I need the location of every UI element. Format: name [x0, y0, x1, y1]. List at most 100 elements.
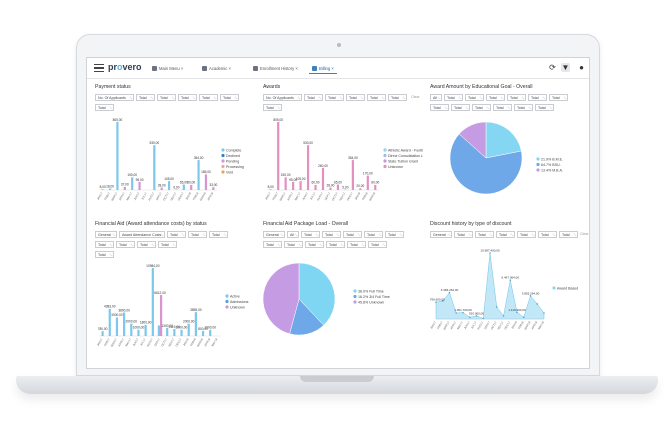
filter-select[interactable]: Total — [493, 104, 512, 111]
filter-select[interactable]: Total — [368, 241, 387, 248]
area-series — [435, 252, 545, 320]
filter-select[interactable]: No. Of Applicants — [263, 94, 302, 101]
tick-label: SEP17 — [483, 320, 491, 330]
data-label: 105,00 — [296, 177, 306, 181]
filter-select[interactable]: Total — [535, 104, 554, 111]
filter-select[interactable]: General — [95, 231, 117, 238]
filter-select[interactable]: Total — [514, 104, 533, 111]
clear-link[interactable]: Clear — [580, 232, 589, 236]
filter-select[interactable]: Total — [136, 94, 155, 101]
tab-main-menu[interactable]: Main Menu × — [149, 63, 186, 73]
filter-select[interactable]: Total — [559, 231, 578, 238]
filter-select[interactable]: Total — [137, 241, 156, 248]
filter-select[interactable]: Total — [157, 94, 176, 101]
filter-select[interactable]: Total — [472, 104, 491, 111]
clear-link[interactable]: Clear — [411, 95, 420, 99]
tick-label: NOV17 — [167, 337, 175, 347]
tick-label: APR17 — [449, 320, 457, 330]
tab-billing[interactable]: Billing × — [309, 63, 337, 74]
filter-select[interactable]: Total — [284, 241, 303, 248]
filter-select[interactable]: Total — [209, 231, 228, 238]
filter-select[interactable]: Total — [322, 231, 341, 238]
bar — [157, 325, 160, 336]
filter-select[interactable]: Total — [325, 94, 344, 101]
filter-select[interactable]: General — [430, 231, 452, 238]
panel-title: Financial Aid (Award attendance costs) b… — [95, 221, 207, 227]
filter-select[interactable]: Award Attendance Costs — [119, 231, 165, 238]
filter-select[interactable]: Total — [263, 241, 282, 248]
bar — [151, 268, 154, 336]
filter-select[interactable]: Total — [507, 94, 526, 101]
filter-select[interactable]: Total — [326, 241, 345, 248]
bar — [306, 145, 310, 190]
filter-select[interactable]: All — [430, 94, 442, 101]
filter-select[interactable]: Total — [385, 231, 404, 238]
filter-select[interactable]: Total — [95, 104, 114, 111]
filter-select[interactable]: All — [287, 231, 299, 238]
tick-label: SEP17 — [155, 191, 163, 201]
filter-select[interactable]: Total — [486, 94, 505, 101]
legend-marker — [536, 157, 540, 161]
filter-select[interactable]: Total — [188, 231, 207, 238]
filter-select[interactable]: Total — [528, 94, 547, 101]
bar — [115, 317, 119, 336]
filter-select[interactable]: Total — [451, 104, 470, 111]
filter-select[interactable]: Total — [116, 241, 135, 248]
legend-label: Award Based — [557, 286, 578, 290]
legend-label: State Tuition Grant — [388, 159, 418, 163]
filter-select[interactable]: General — [263, 231, 285, 238]
awards-chart: JAN17 FEB17 MAR17 APR17 MAY17 JUN17 JUL17 AUG17… — [264, 118, 423, 202]
legend-marker — [353, 289, 357, 293]
tick-label: APR17 — [118, 191, 126, 201]
filter-icon[interactable]: ▼ — [561, 63, 570, 72]
tab-academic[interactable]: Academic × — [199, 63, 234, 73]
filter-select[interactable]: Total — [301, 231, 320, 238]
filter-select[interactable]: Total — [347, 241, 366, 248]
data-label: 150,00 — [281, 173, 291, 177]
user-icon[interactable]: ● — [579, 63, 584, 72]
bar — [166, 327, 169, 336]
bar — [167, 181, 171, 190]
panel-payment-status: Payment status No. Of Applicants Total T… — [95, 84, 255, 214]
filter-select[interactable]: Total — [178, 94, 197, 101]
filter-select[interactable]: Total — [549, 94, 568, 101]
tick-label: FEB18 — [517, 320, 525, 330]
filter-select[interactable]: Total — [346, 94, 365, 101]
filter-select[interactable]: Total — [465, 94, 484, 101]
data-label: 780,00 — [98, 327, 108, 331]
tab-enrollment-history[interactable]: Enrollment History × — [250, 63, 301, 73]
filter-select[interactable]: Total — [305, 241, 324, 248]
filter-select[interactable]: Total — [199, 94, 218, 101]
tick-label: NOV17 — [338, 191, 346, 201]
legend-marker — [536, 168, 540, 172]
refresh-icon[interactable]: ⟳ — [549, 63, 556, 72]
filter-select[interactable]: Total — [95, 251, 114, 258]
menu-icon[interactable] — [94, 64, 104, 73]
filter-select[interactable]: Total — [343, 231, 362, 238]
filter-select[interactable]: Total — [454, 231, 473, 238]
filter-select[interactable]: Total — [367, 94, 386, 101]
filter-select[interactable]: Total — [475, 231, 494, 238]
filter-select[interactable]: Total — [158, 241, 177, 248]
data-label: 1000,00 — [133, 326, 145, 330]
filter-select[interactable]: Total — [430, 104, 449, 111]
filter-select[interactable]: Total — [364, 231, 383, 238]
filter-select[interactable]: Total — [220, 94, 239, 101]
app-logo[interactable]: provero — [108, 62, 142, 72]
filter-select[interactable]: Total — [263, 104, 282, 111]
filter-select[interactable]: Total — [304, 94, 323, 101]
data-label: 28,00 — [326, 183, 334, 187]
filter-select[interactable]: Total — [538, 231, 557, 238]
data-label: 185,00 — [201, 170, 211, 174]
filter-select[interactable]: Total — [95, 241, 114, 248]
tick-label: JAN18 — [182, 337, 190, 347]
data-label: 150,00 — [127, 173, 137, 177]
filter-select[interactable]: Total — [444, 94, 463, 101]
filter-select[interactable]: Total — [517, 231, 536, 238]
filter-select[interactable]: Total — [388, 94, 407, 101]
legend-label: 21.9% B.M.E. — [541, 157, 563, 161]
filter-select[interactable]: Total — [167, 231, 186, 238]
filter-select[interactable]: No. Of Applicants — [95, 94, 134, 101]
filter-select[interactable]: Total — [496, 231, 515, 238]
tick-label: JUN17 — [132, 337, 140, 347]
